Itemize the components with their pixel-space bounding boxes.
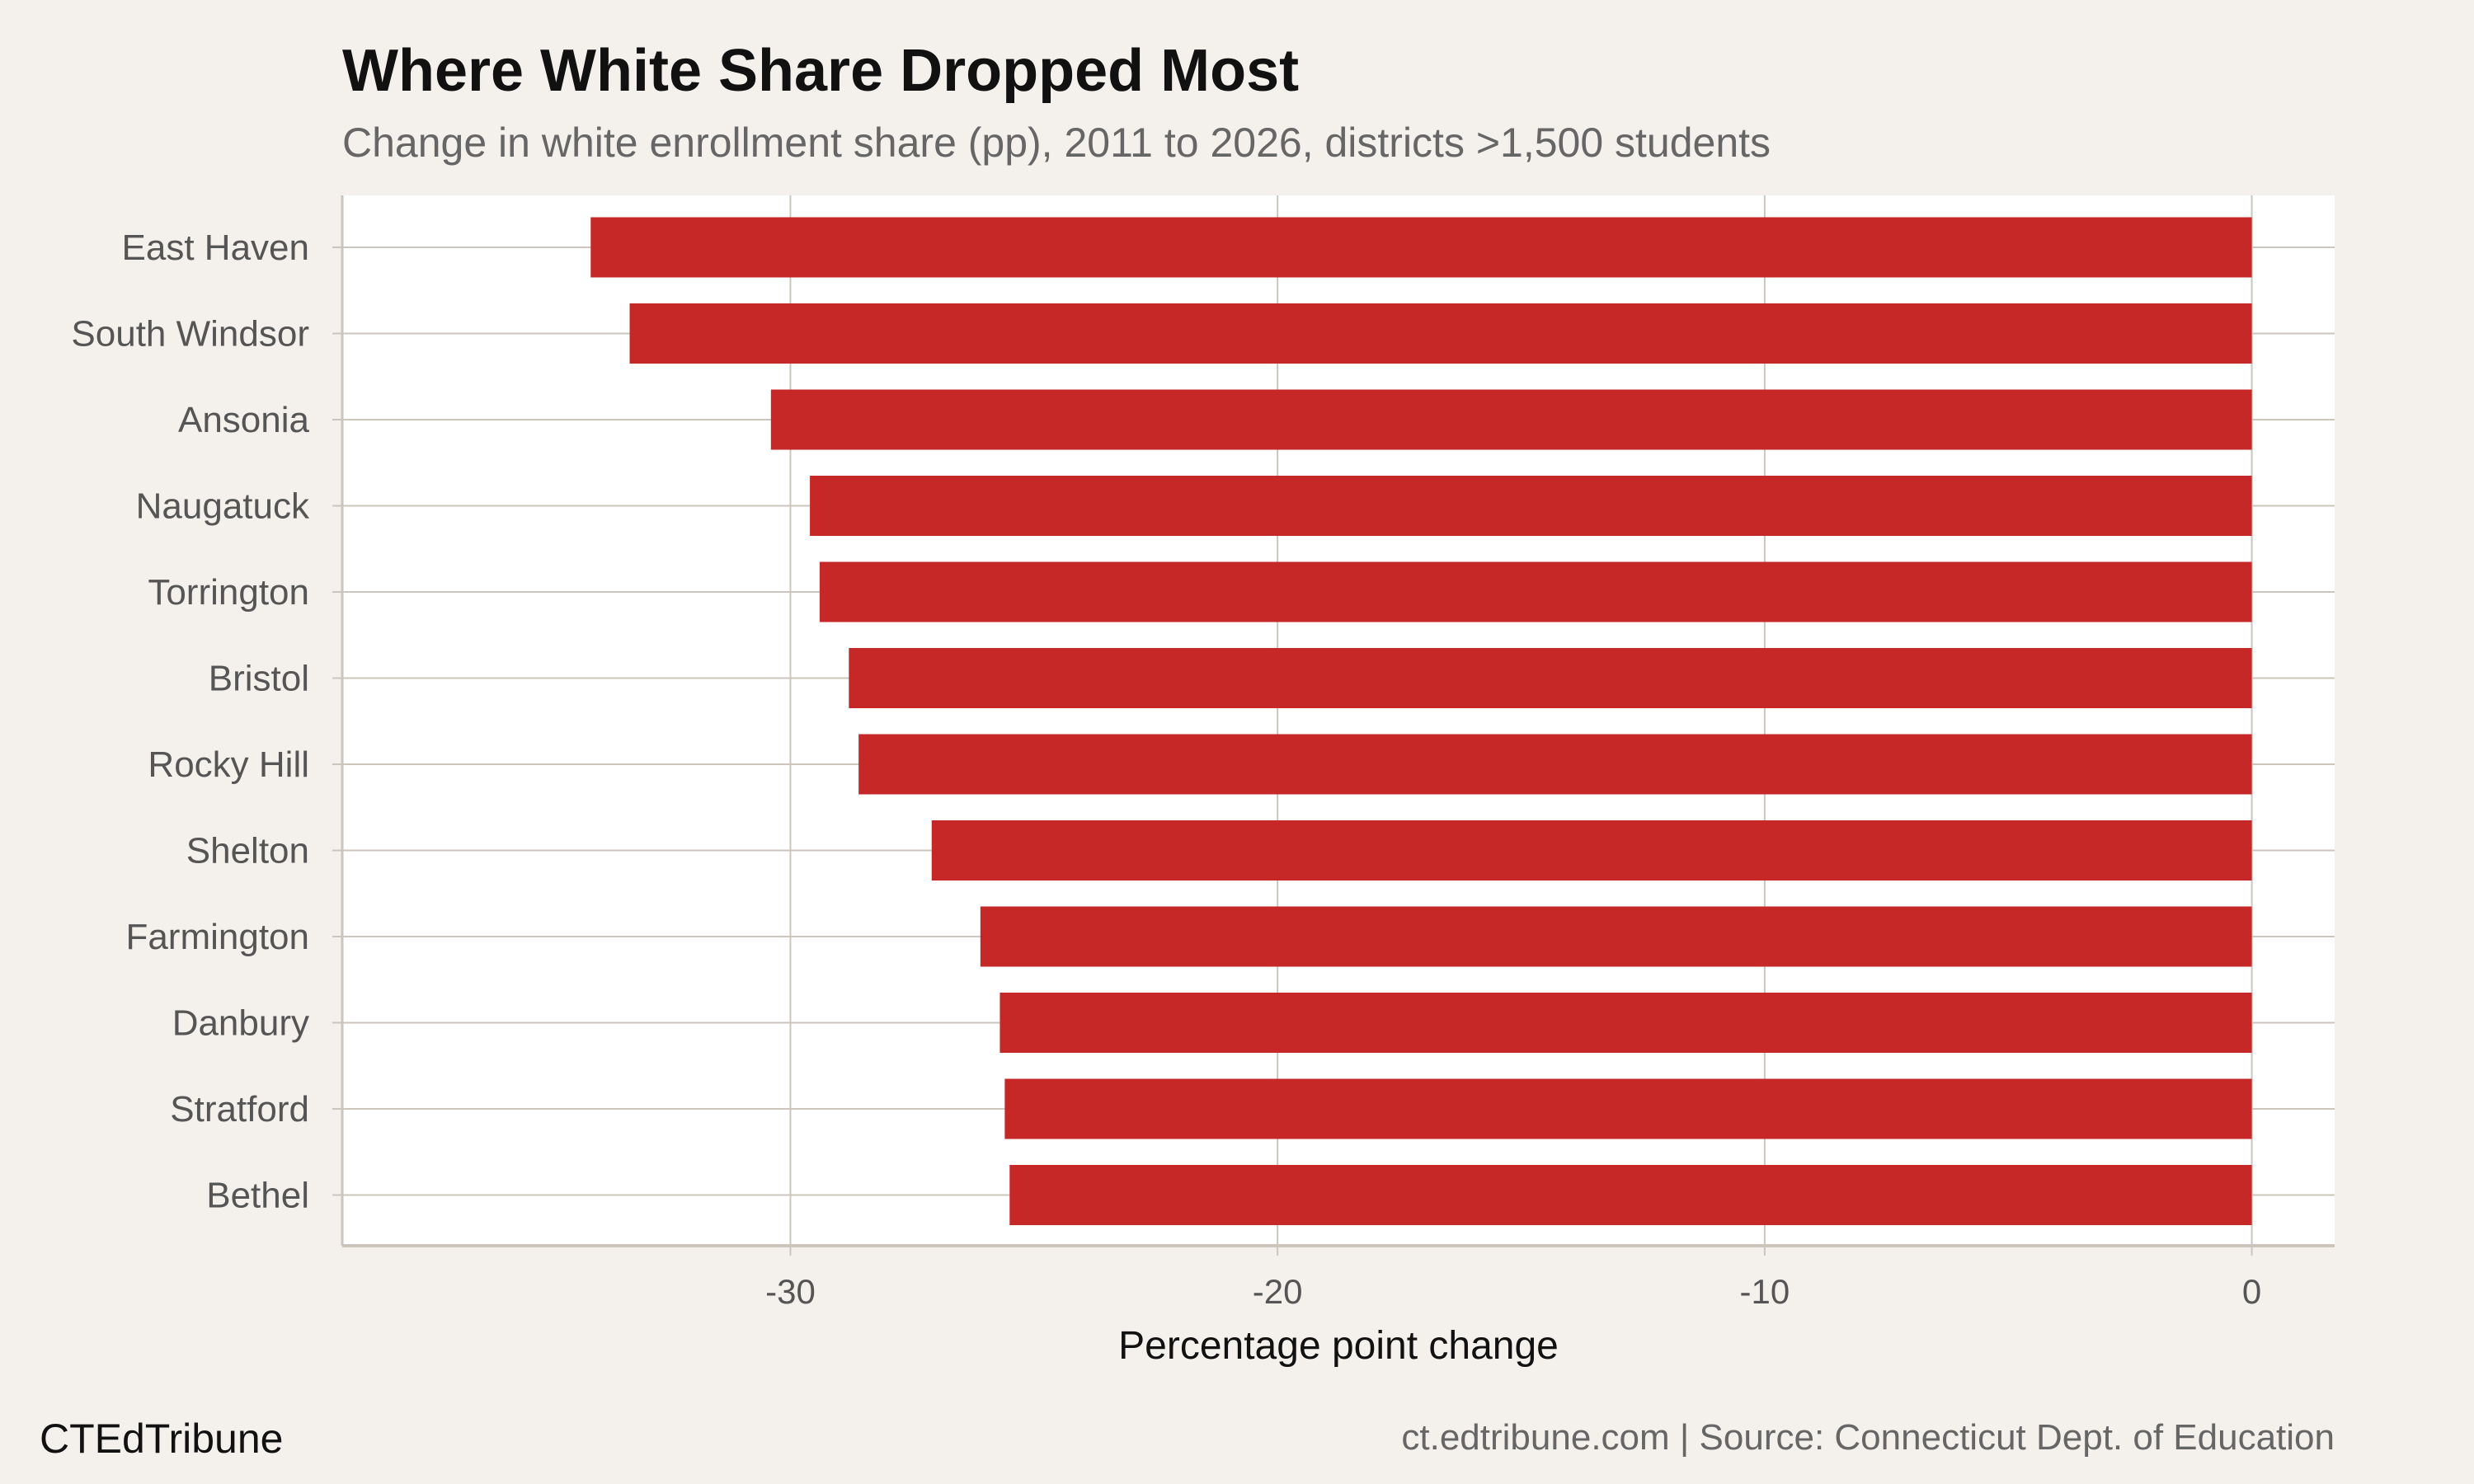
bar (931, 820, 2252, 881)
plot-panel (342, 195, 2335, 1246)
category-labels: East Haven South Windsor Ansonia Naugatuck T… (71, 228, 310, 1216)
brand-logo: CTEdTribune (40, 1416, 283, 1462)
bar (849, 648, 2252, 708)
category-label: Bristol (209, 659, 309, 699)
category-label: Danbury (172, 1003, 309, 1044)
bar (819, 561, 2252, 622)
x-axis-label: Percentage point change (1118, 1324, 1559, 1368)
chart-title: Where White Share Dropped Most (342, 38, 1299, 104)
bar (1004, 1078, 2252, 1139)
bar (590, 217, 2252, 278)
chart-subtitle: Change in white enrollment share (pp), 2… (342, 120, 1771, 166)
category-label: Ansonia (178, 400, 310, 440)
bar (980, 906, 2252, 967)
category-label: South Windsor (71, 314, 309, 355)
x-tick-label: -10 (1740, 1272, 1790, 1311)
category-label: Shelton (186, 831, 309, 871)
x-tick-label: -30 (765, 1272, 816, 1311)
bar (770, 389, 2252, 450)
x-tick-label: 0 (2242, 1272, 2261, 1311)
bar (858, 734, 2252, 795)
bar (810, 476, 2252, 536)
bar (999, 993, 2252, 1053)
category-label: Rocky Hill (148, 744, 309, 785)
x-axis-ticks: -30 -20 -10 0 (765, 1246, 2261, 1311)
x-tick-label: -20 (1253, 1272, 1303, 1311)
category-label: Torrington (148, 572, 309, 613)
bars (590, 217, 2252, 1225)
category-label: Farmington (125, 917, 309, 957)
category-label: Naugatuck (136, 486, 310, 527)
bar (1009, 1165, 2252, 1225)
category-label: East Haven (122, 228, 309, 268)
category-label: Stratford (170, 1089, 309, 1129)
category-label: Bethel (206, 1176, 309, 1216)
bar (629, 303, 2252, 364)
source-note: ct.edtribune.com | Source: Connecticut D… (1401, 1417, 2335, 1458)
